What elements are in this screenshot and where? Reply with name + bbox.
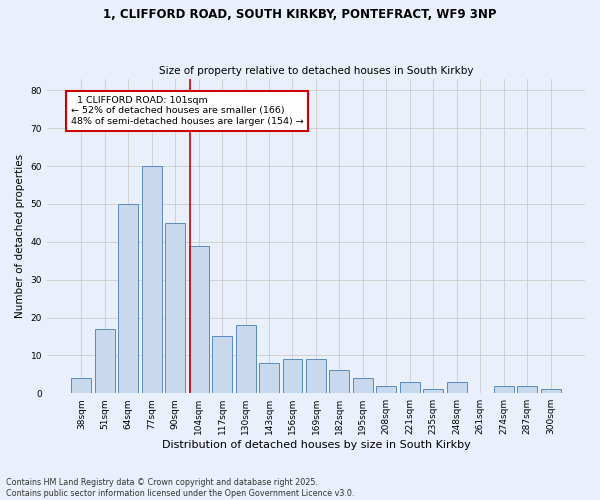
Bar xyxy=(188,246,209,393)
Bar xyxy=(494,386,514,393)
Title: Size of property relative to detached houses in South Kirkby: Size of property relative to detached ho… xyxy=(159,66,473,76)
Bar xyxy=(353,378,373,393)
Bar xyxy=(400,382,420,393)
Bar xyxy=(423,390,443,393)
Text: 1, CLIFFORD ROAD, SOUTH KIRKBY, PONTEFRACT, WF9 3NP: 1, CLIFFORD ROAD, SOUTH KIRKBY, PONTEFRA… xyxy=(103,8,497,20)
Bar xyxy=(236,325,256,393)
Bar xyxy=(283,359,302,393)
Bar xyxy=(517,386,537,393)
Text: 1 CLIFFORD ROAD: 101sqm
← 52% of detached houses are smaller (166)
48% of semi-d: 1 CLIFFORD ROAD: 101sqm ← 52% of detache… xyxy=(71,96,304,126)
Y-axis label: Number of detached properties: Number of detached properties xyxy=(15,154,25,318)
Bar xyxy=(118,204,138,393)
Bar xyxy=(447,382,467,393)
Bar xyxy=(165,223,185,393)
Text: Contains HM Land Registry data © Crown copyright and database right 2025.
Contai: Contains HM Land Registry data © Crown c… xyxy=(6,478,355,498)
Bar xyxy=(142,166,162,393)
Bar xyxy=(376,386,397,393)
Bar xyxy=(259,363,279,393)
Bar xyxy=(212,336,232,393)
Bar xyxy=(329,370,349,393)
Bar xyxy=(71,378,91,393)
Bar xyxy=(541,390,560,393)
Bar xyxy=(95,329,115,393)
Bar xyxy=(306,359,326,393)
X-axis label: Distribution of detached houses by size in South Kirkby: Distribution of detached houses by size … xyxy=(161,440,470,450)
